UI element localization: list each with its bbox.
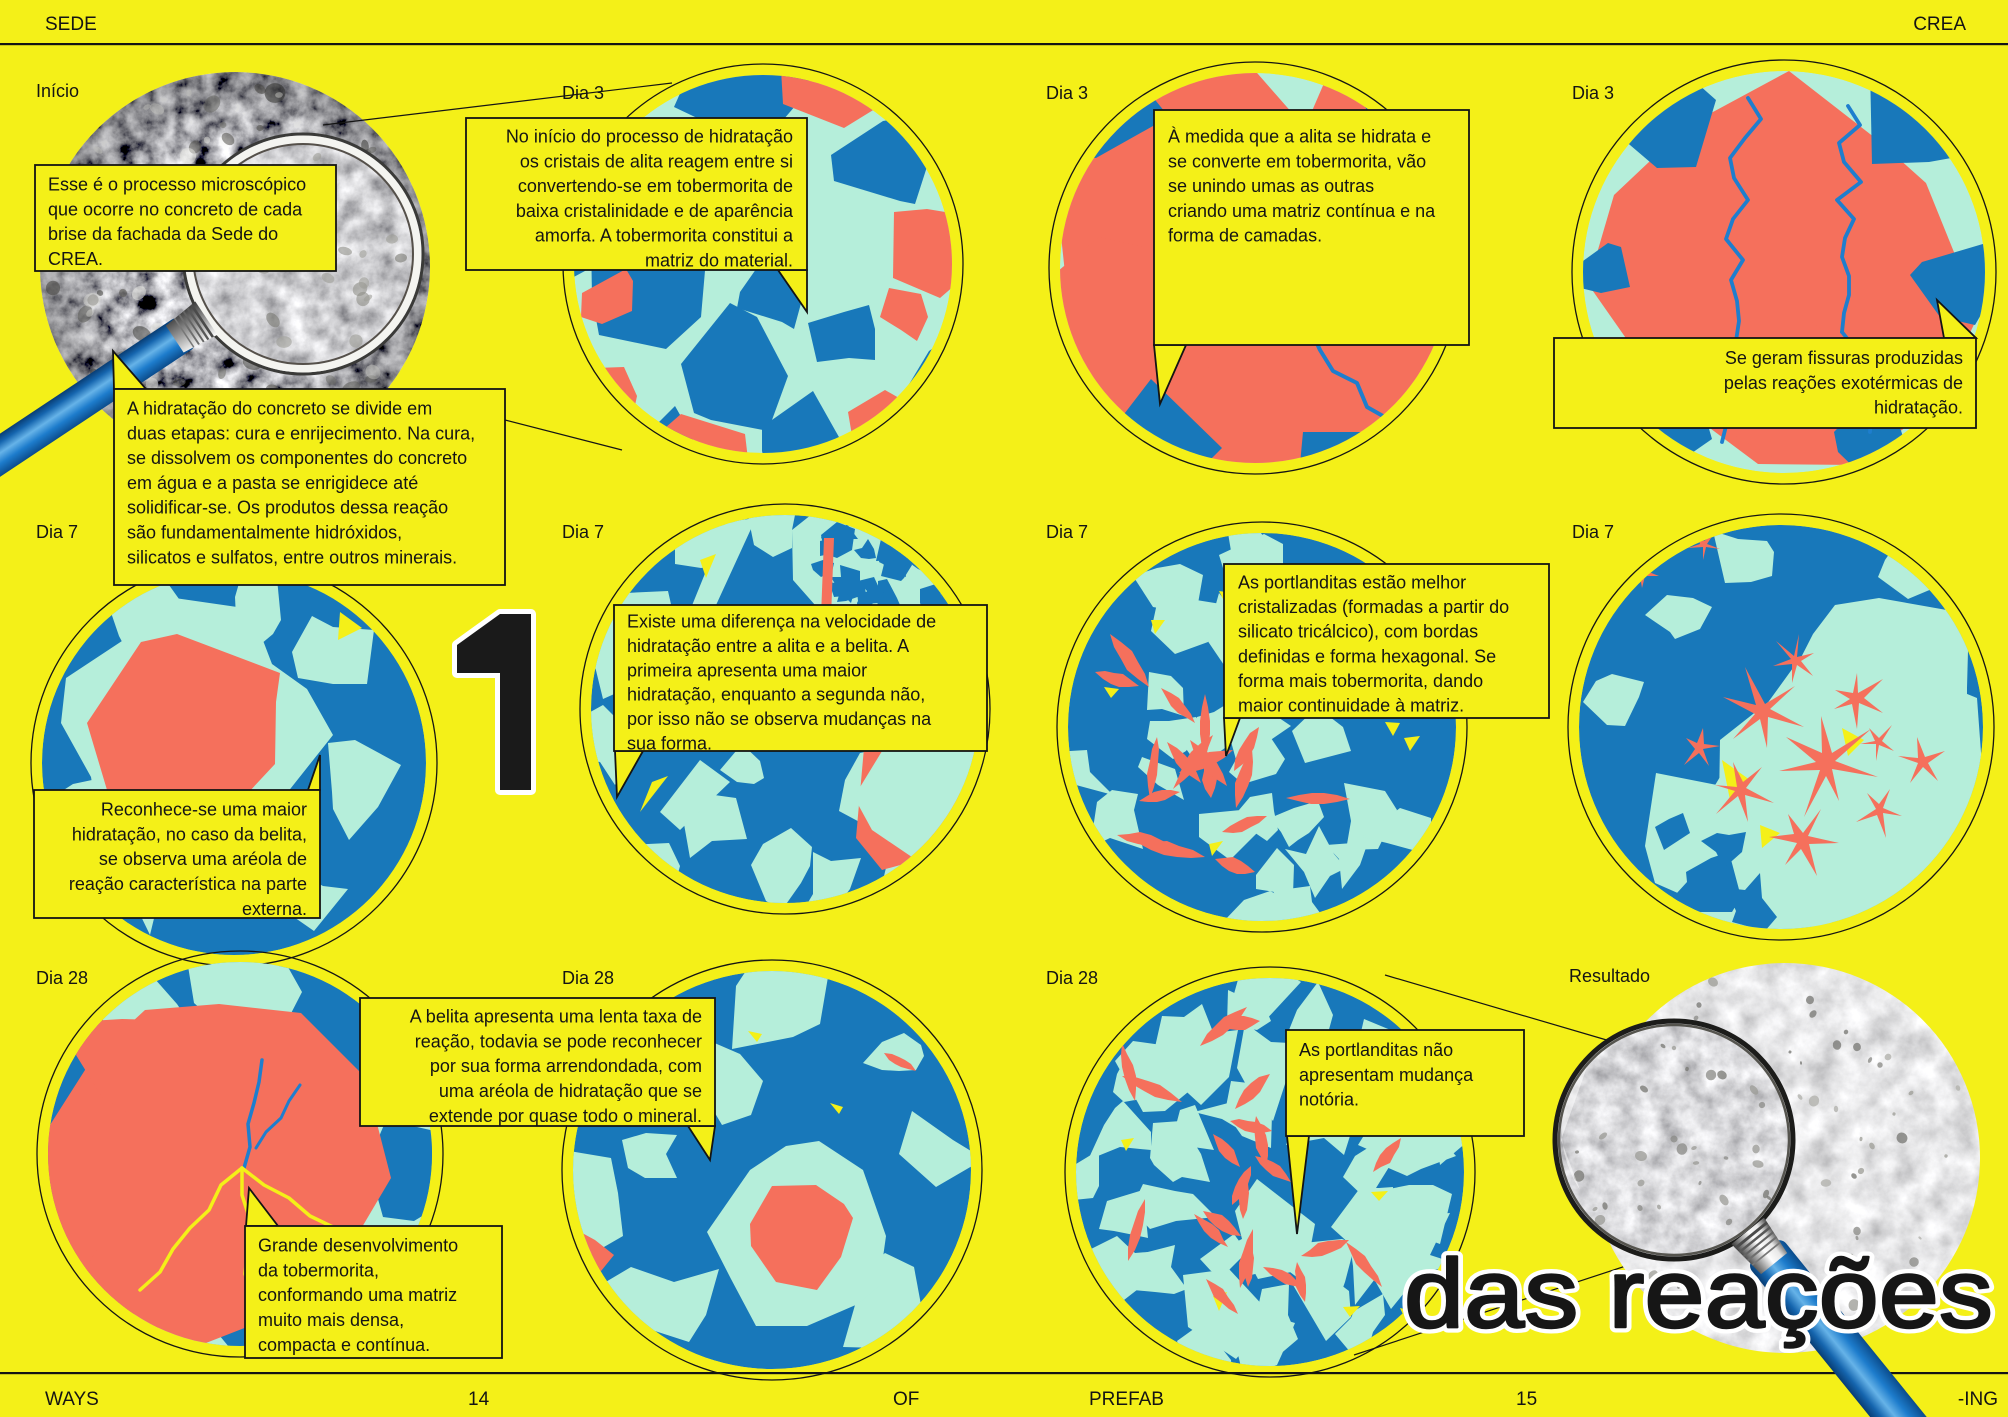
svg-text:Dia 7: Dia 7 xyxy=(1046,522,1088,542)
svg-text:Dia 7: Dia 7 xyxy=(36,522,78,542)
svg-text:No início do processo de hidra: No início do processo de hidratação os cr… xyxy=(506,127,794,271)
svg-text:Existe uma diferença na veloci: Existe uma diferença na velocidade de hid… xyxy=(627,612,936,754)
svg-text:Dia 7: Dia 7 xyxy=(562,522,604,542)
svg-text:Dia 28: Dia 28 xyxy=(36,968,88,988)
svg-text:das reações: das reações xyxy=(1404,1239,1993,1348)
svg-text:Dia 28: Dia 28 xyxy=(562,968,614,988)
svg-text:15: 15 xyxy=(1516,1389,1537,1410)
svg-text:Dia 28: Dia 28 xyxy=(1046,968,1098,988)
svg-text:SEDE: SEDE xyxy=(45,14,97,35)
svg-text:À medida que a alita se hidrat: À medida que a alita se hidrata e se conv… xyxy=(1168,127,1436,246)
svg-text:CREA: CREA xyxy=(1913,14,1966,35)
svg-text:14: 14 xyxy=(468,1389,490,1410)
svg-text:WAYS: WAYS xyxy=(45,1389,99,1410)
svg-text:OF: OF xyxy=(893,1389,919,1410)
svg-text:-ING: -ING xyxy=(1958,1389,1998,1410)
svg-text:Dia 3: Dia 3 xyxy=(562,83,604,103)
svg-text:das reações: das reações xyxy=(1404,1239,1993,1348)
svg-text:PREFAB: PREFAB xyxy=(1089,1389,1164,1410)
svg-text:Esse é o processo microscópico: Esse é o processo microscópico que ocorre… xyxy=(48,175,306,269)
svg-text:Dia 3: Dia 3 xyxy=(1572,83,1614,103)
svg-text:Dia 7: Dia 7 xyxy=(1572,522,1614,542)
svg-text:A belita apresenta uma lenta t: A belita apresenta uma lenta taxa de reaç… xyxy=(410,1007,702,1126)
svg-text:Início: Início xyxy=(36,81,79,101)
svg-text:Dia 3: Dia 3 xyxy=(1046,83,1088,103)
svg-text:A hidratação do concreto se di: A hidratação do concreto se divide em dua… xyxy=(127,399,475,568)
svg-text:Resultado: Resultado xyxy=(1569,966,1650,986)
